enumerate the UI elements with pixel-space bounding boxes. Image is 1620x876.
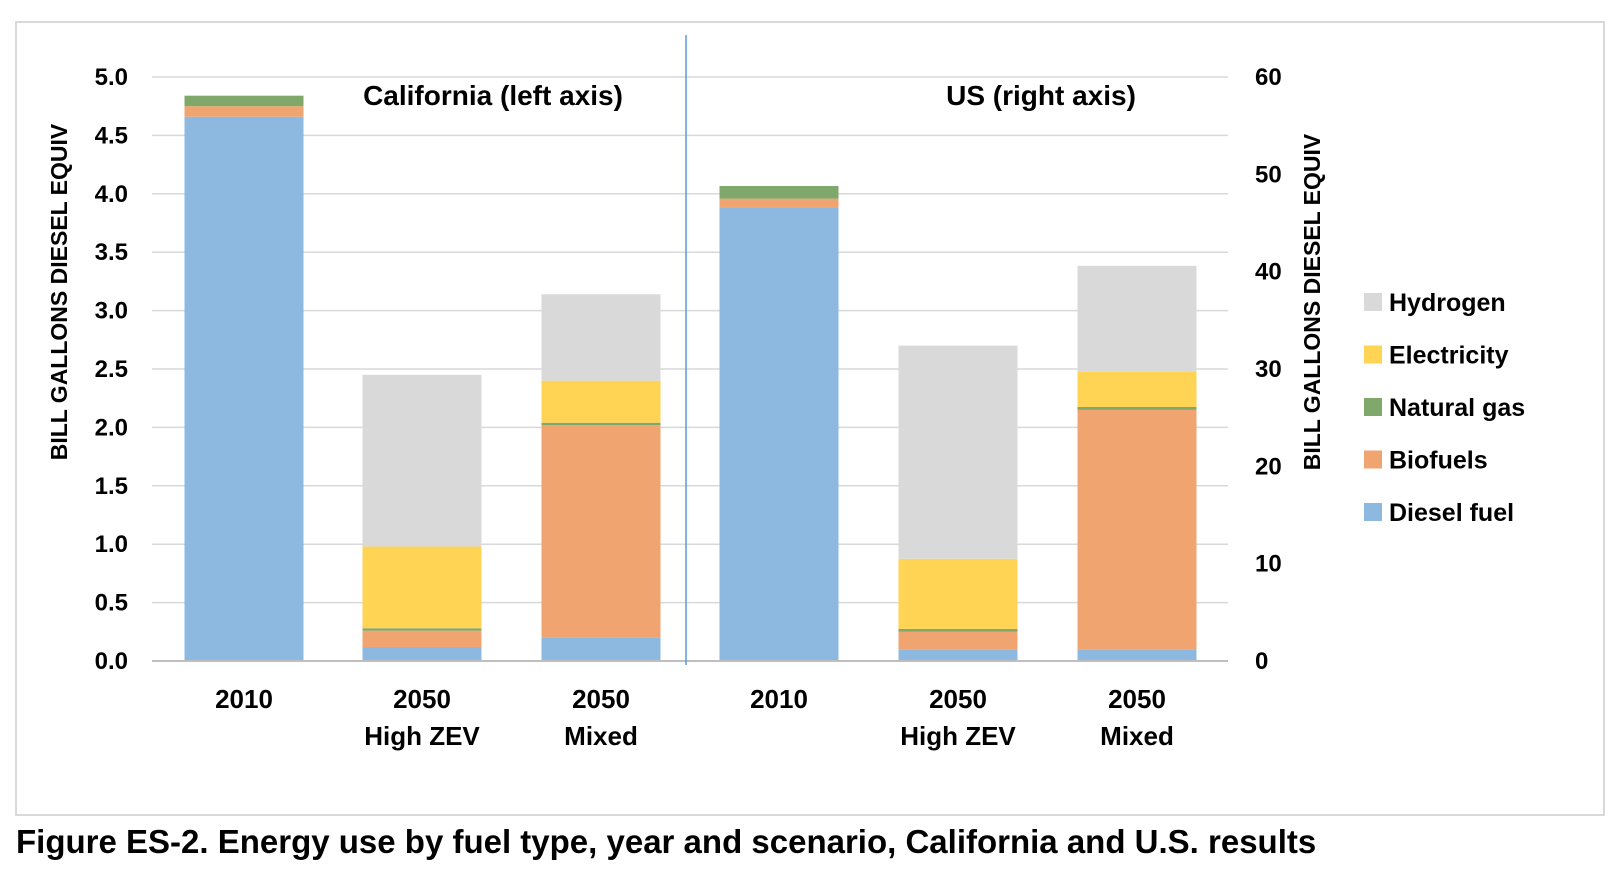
chart-frame <box>15 21 1605 816</box>
bar-segment-electricity <box>898 558 1018 629</box>
category-label: Mixed <box>1100 721 1174 751</box>
bar-segment-biofuels <box>1077 409 1197 650</box>
legend-swatch-electricity <box>1364 345 1382 364</box>
legend-swatch-diesel-fuel <box>1364 503 1382 521</box>
legend-label: Electricity <box>1389 342 1509 370</box>
bar-segment-diesel-fuel <box>184 116 304 662</box>
legend-label: Hydrogen <box>1389 289 1506 317</box>
bar-segment-biofuels <box>184 106 304 117</box>
bar-segment-diesel-fuel <box>1077 649 1197 661</box>
legend-label: Diesel fuel <box>1389 499 1514 527</box>
figure-caption: Figure ES-2. Energy use by fuel type, ye… <box>16 823 1317 860</box>
category-label: 2010 <box>215 684 273 714</box>
bar-segment-biofuels <box>719 198 839 208</box>
left-axis-title: BILL GALLONS DIESEL EQUIV <box>46 123 72 460</box>
right-axis-tick: 50 <box>1255 161 1282 188</box>
left-axis-tick: 2.5 <box>95 356 128 383</box>
category-label: 2050 <box>572 684 630 714</box>
left-axis-tick: 0.5 <box>95 590 128 617</box>
bar-segment-hydrogen <box>1077 265 1197 372</box>
bar-segment-electricity <box>1077 371 1197 407</box>
bar-segment-natural-gas <box>1077 406 1197 410</box>
legend: Hydrogen Electricity Natural gas Biofuels Di… <box>1364 289 1525 527</box>
bar-segment-hydrogen <box>362 374 482 547</box>
right-axis-title: BILL GALLONS DIESEL EQUIV <box>1299 133 1325 470</box>
right-axis-tick: 40 <box>1255 259 1282 286</box>
bar-segment-diesel-fuel <box>719 207 839 661</box>
bar-segment-natural-gas <box>898 628 1018 632</box>
bar-segment-hydrogen <box>541 294 661 381</box>
right-axis-tick: 10 <box>1255 551 1282 578</box>
panel-title: US (right axis) <box>946 80 1136 111</box>
left-axis-tick: 4.5 <box>95 122 128 149</box>
bar-segment-natural-gas <box>362 628 482 631</box>
bar-segment-hydrogen <box>898 345 1018 559</box>
bar-segment-diesel-fuel <box>898 649 1018 661</box>
bar-segment-biofuels <box>362 630 482 647</box>
bar-segment-diesel-fuel <box>362 646 482 661</box>
left-axis-tick: 2.0 <box>95 414 128 441</box>
left-axis-tick: 1.5 <box>95 473 128 500</box>
left-axis-tick: 0.0 <box>95 648 128 675</box>
bars <box>184 95 1197 662</box>
left-axis-tick: 4.0 <box>95 181 128 208</box>
bar-segment-electricity <box>362 546 482 629</box>
right-axis-tick: 60 <box>1255 64 1282 91</box>
legend-label: Biofuels <box>1389 447 1488 475</box>
category-label: Mixed <box>564 721 638 751</box>
category-label: 2050 <box>393 684 451 714</box>
right-axis-tick: 30 <box>1255 356 1282 383</box>
left-axis-tick: 3.0 <box>95 298 128 325</box>
bar-segment-diesel-fuel <box>541 637 661 661</box>
category-label: 2010 <box>750 684 808 714</box>
right-axis-tick: 20 <box>1255 453 1282 480</box>
category-label: 2050 <box>929 684 987 714</box>
right-axis-tick: 0 <box>1255 648 1268 675</box>
left-axis-tick: 1.0 <box>95 531 128 558</box>
legend-swatch-natural-gas <box>1364 398 1382 416</box>
category-label: High ZEV <box>364 721 480 751</box>
bar-segment-biofuels <box>541 425 661 638</box>
gridlines <box>152 76 1228 604</box>
bar-segment-natural-gas <box>184 95 304 107</box>
category-label: 2050 <box>1108 684 1166 714</box>
panel-title: California (left axis) <box>363 80 623 111</box>
legend-swatch-biofuels <box>1364 450 1382 469</box>
bar-segment-biofuels <box>898 631 1018 650</box>
bar-segment-electricity <box>541 380 661 423</box>
legend-swatch-hydrogen <box>1364 293 1382 311</box>
left-axis-tick: 5.0 <box>95 64 128 91</box>
bar-segment-natural-gas <box>719 186 839 199</box>
bar-segment-natural-gas <box>541 422 661 426</box>
left-axis-tick: 3.5 <box>95 239 128 266</box>
legend-label: Natural gas <box>1389 394 1525 422</box>
category-label: High ZEV <box>900 721 1016 751</box>
